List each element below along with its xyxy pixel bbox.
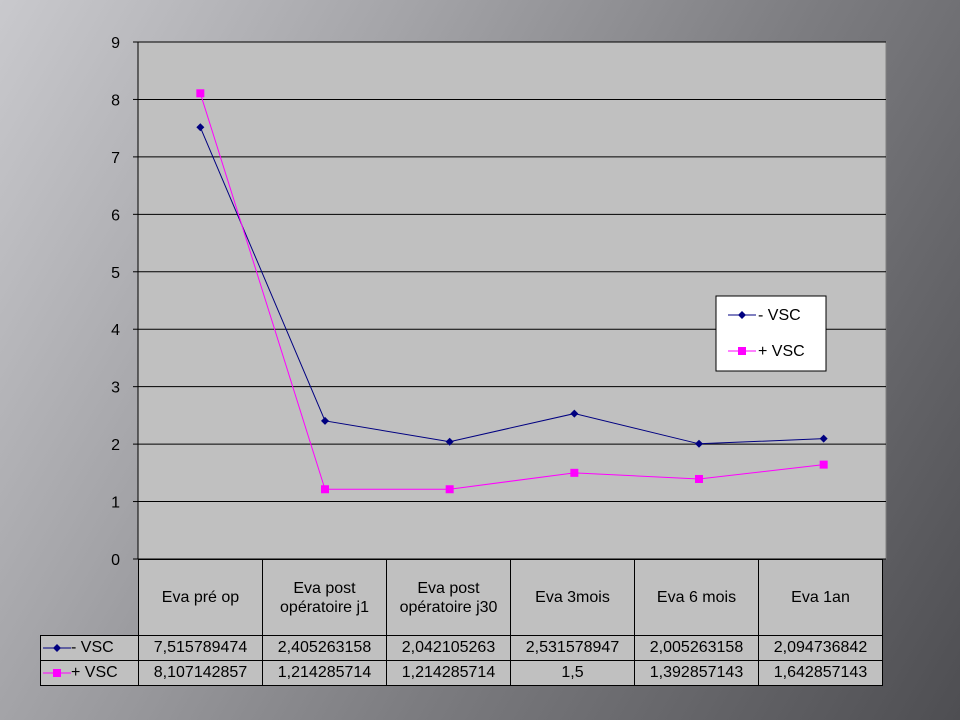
- legend-marker: [738, 347, 746, 355]
- table-value: 8,107142857: [138, 660, 263, 686]
- data-point: [321, 485, 329, 494]
- y-tick-label: 5: [111, 265, 120, 282]
- series-lines: [196, 89, 828, 494]
- data-point: [570, 468, 579, 477]
- y-tick-label: 7: [111, 150, 120, 167]
- table-value: 2,094736842: [758, 635, 883, 661]
- table-value: 2,531578947: [510, 635, 635, 661]
- data-table-row: + VSC 8,107142857 1,214285714 1,21428571…: [40, 660, 883, 686]
- table-value: 1,214285714: [262, 660, 387, 686]
- category-label: Eva pré op: [138, 559, 263, 636]
- category-label: Eva 3mois: [510, 559, 635, 636]
- table-value: 1,392857143: [634, 660, 759, 686]
- table-value: 1,5: [510, 660, 635, 686]
- category-label: Eva post opératoire j30: [386, 559, 511, 636]
- data-point: [445, 485, 454, 494]
- data-table-header-row: Eva pré op Eva post opératoire j1 Eva po…: [40, 559, 883, 636]
- category-label: Eva 6 mois: [634, 559, 759, 636]
- legend-label: - VSC: [758, 307, 801, 324]
- data-point: [695, 439, 703, 448]
- data-point: [695, 474, 703, 483]
- series-line: [199, 127, 824, 445]
- y-tick-label: 4: [111, 322, 120, 339]
- series-name: + VSC: [71, 664, 118, 681]
- square-marker-icon: [43, 667, 71, 679]
- table-value: 2,405263158: [262, 635, 387, 661]
- diamond-marker-icon: [43, 642, 71, 654]
- data-point: [819, 434, 828, 443]
- data-table-row: - VSC 7,515789474 2,405263158 2,04210526…: [40, 635, 883, 661]
- table-value: 2,005263158: [634, 635, 759, 661]
- data-point: [196, 89, 205, 98]
- legend-box: [715, 295, 827, 372]
- category-label: Eva 1an: [758, 559, 883, 636]
- legend-label: + VSC: [758, 343, 805, 360]
- y-tick-label: 9: [111, 35, 120, 52]
- y-tick-label: 8: [111, 92, 120, 109]
- category-label: Eva post opératoire j1: [262, 559, 387, 636]
- data-point: [570, 409, 579, 418]
- y-tick-label: 3: [111, 380, 120, 397]
- data-table: Eva pré op Eva post opératoire j1 Eva po…: [40, 559, 883, 686]
- y-tick-label: 2: [111, 437, 120, 454]
- table-value: 7,515789474: [138, 635, 263, 661]
- legend-marker: [738, 311, 746, 319]
- series-name: - VSC: [71, 639, 114, 656]
- table-value: 1,214285714: [386, 660, 511, 686]
- y-tick-label: 1: [111, 495, 120, 512]
- series-key-cell: + VSC: [40, 660, 139, 686]
- data-table-corner: [40, 559, 139, 636]
- data-point: [196, 123, 205, 132]
- table-value: 1,642857143: [758, 660, 883, 686]
- data-point: [445, 437, 454, 446]
- data-point: [321, 416, 329, 425]
- gridlines: [138, 41, 886, 503]
- legend: - VSC + VSC: [715, 295, 827, 372]
- series-key-cell: - VSC: [40, 635, 139, 661]
- series-line: [199, 93, 824, 490]
- data-point: [819, 460, 828, 469]
- y-tick-label: 6: [111, 207, 120, 224]
- table-value: 2,042105263: [386, 635, 511, 661]
